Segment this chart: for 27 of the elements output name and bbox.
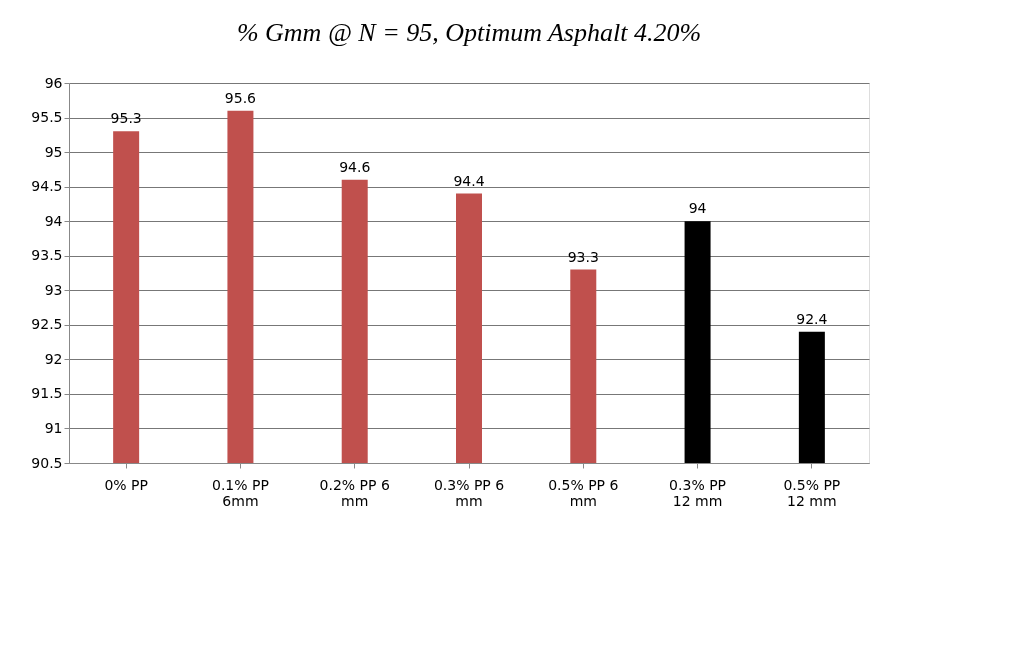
chart-title: % Gmm @ N = 95, Optimum Asphalt 4.20% [236,18,702,47]
x-tick-label: 0.1% PP 6mm [211,476,269,509]
x-tick-label: 0.2% PP 6 mm [319,476,390,509]
x-tick-label: 0.5% PP 6 mm [548,476,619,509]
x-tick-label: 0.3% PP 6 mm [433,476,505,509]
x-tick-label: 0.3% PP 12 mm [669,476,727,509]
y-tick-label: 90.5 [31,454,63,471]
data-label: 95.3 [110,110,142,127]
x-tick-label: 0% PP [104,476,148,493]
y-tick-label: 95.5 [31,109,63,126]
x-tick-label: 0.5% PP 12 mm [783,476,841,509]
y-tick-label: 92 [44,350,63,367]
data-label: 94 [688,200,707,217]
data-label: 95.6 [224,89,257,106]
data-label: 93.3 [567,248,599,265]
y-tick-label: 91 [44,419,63,436]
y-tick-label: 96 [44,74,63,91]
data-label: 94.4 [453,172,485,189]
y-tick-label: 93.5 [31,247,63,264]
y-tick-label: 95 [44,143,63,160]
y-tick-label: 94.5 [31,178,63,195]
data-label: 92.4 [796,310,828,327]
y-tick-label: 94 [44,212,63,229]
y-tick-label: 92.5 [31,316,63,333]
y-tick-label: 93 [44,281,63,298]
data-label: 94.6 [339,158,371,175]
y-tick-label: 91.5 [31,385,63,402]
